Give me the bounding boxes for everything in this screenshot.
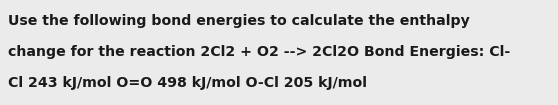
- Text: Cl 243 kJ/mol O=O 498 kJ/mol O-Cl 205 kJ/mol: Cl 243 kJ/mol O=O 498 kJ/mol O-Cl 205 kJ…: [8, 76, 367, 90]
- Text: change for the reaction 2Cl2 + O2 --> 2Cl2O Bond Energies: Cl-: change for the reaction 2Cl2 + O2 --> 2C…: [8, 45, 511, 59]
- Text: Use the following bond energies to calculate the enthalpy: Use the following bond energies to calcu…: [8, 14, 470, 28]
